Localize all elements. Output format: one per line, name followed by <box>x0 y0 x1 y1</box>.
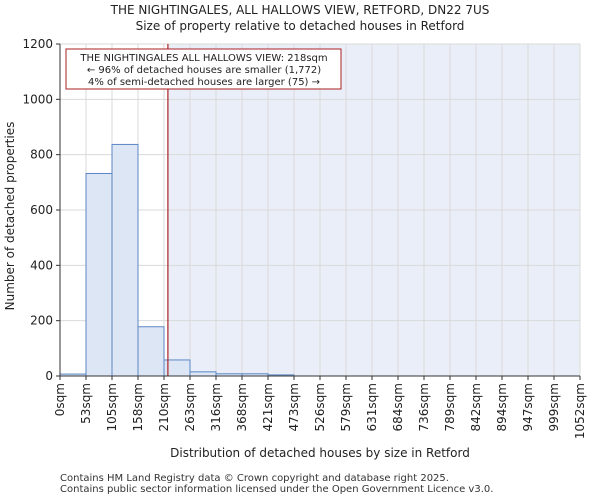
x-tick-label: 631sqm <box>365 383 379 431</box>
x-tick-label: 526sqm <box>313 383 327 431</box>
annotation-box <box>65 48 342 90</box>
x-tick-label: 316sqm <box>209 383 223 431</box>
y-axis-label: Number of detached properties <box>3 122 17 311</box>
y-tick-label: 200 <box>30 314 53 328</box>
y-tick-label: 600 <box>30 203 53 217</box>
y-tick-label: 0 <box>45 369 53 383</box>
y-tick-label: 400 <box>30 258 53 272</box>
histogram-bar <box>189 371 217 377</box>
chart-subtitle: Size of property relative to detached ho… <box>135 19 465 33</box>
y-tick-label: 800 <box>30 148 53 162</box>
footer-licence: Contains public sector information licen… <box>60 484 494 495</box>
footer-copyright: Contains HM Land Registry data © Crown c… <box>60 473 449 484</box>
histogram-bar <box>137 326 165 377</box>
x-tick-label: 894sqm <box>495 383 509 431</box>
y-tick-label: 1000 <box>22 92 53 106</box>
x-tick-label: 368sqm <box>235 383 249 431</box>
x-tick-label: 999sqm <box>547 383 561 431</box>
x-tick-label: 421sqm <box>261 383 275 431</box>
annotation-line-1: THE NIGHTINGALES ALL HALLOWS VIEW: 218sq… <box>79 53 327 64</box>
x-tick-label: 947sqm <box>521 383 535 431</box>
x-tick-label: 579sqm <box>339 383 353 431</box>
annotation-line-3: 4% of semi-detached houses are larger (7… <box>88 77 320 88</box>
x-tick-label: 105sqm <box>105 383 119 431</box>
histogram-bar <box>111 143 139 377</box>
x-tick-label: 0sqm <box>53 383 67 416</box>
x-tick-label: 842sqm <box>469 383 483 431</box>
x-tick-label: 158sqm <box>131 383 145 431</box>
x-tick-label: 53sqm <box>79 383 93 424</box>
histogram-bar <box>85 172 113 377</box>
chart-title: THE NIGHTINGALES, ALL HALLOWS VIEW, RETF… <box>110 3 490 17</box>
x-tick-label: 263sqm <box>183 383 197 431</box>
y-tick-label: 1200 <box>22 37 53 51</box>
x-tick-label: 1052sqm <box>573 383 587 439</box>
x-axis-label: Distribution of detached houses by size … <box>170 446 470 460</box>
x-tick-label: 210sqm <box>157 383 171 431</box>
x-tick-label: 684sqm <box>391 383 405 431</box>
x-tick-label: 473sqm <box>287 383 301 431</box>
x-tick-label: 789sqm <box>443 383 457 431</box>
x-tick-label: 736sqm <box>417 383 431 431</box>
annotation-line-2: ← 96% of detached houses are smaller (1,… <box>87 65 321 76</box>
